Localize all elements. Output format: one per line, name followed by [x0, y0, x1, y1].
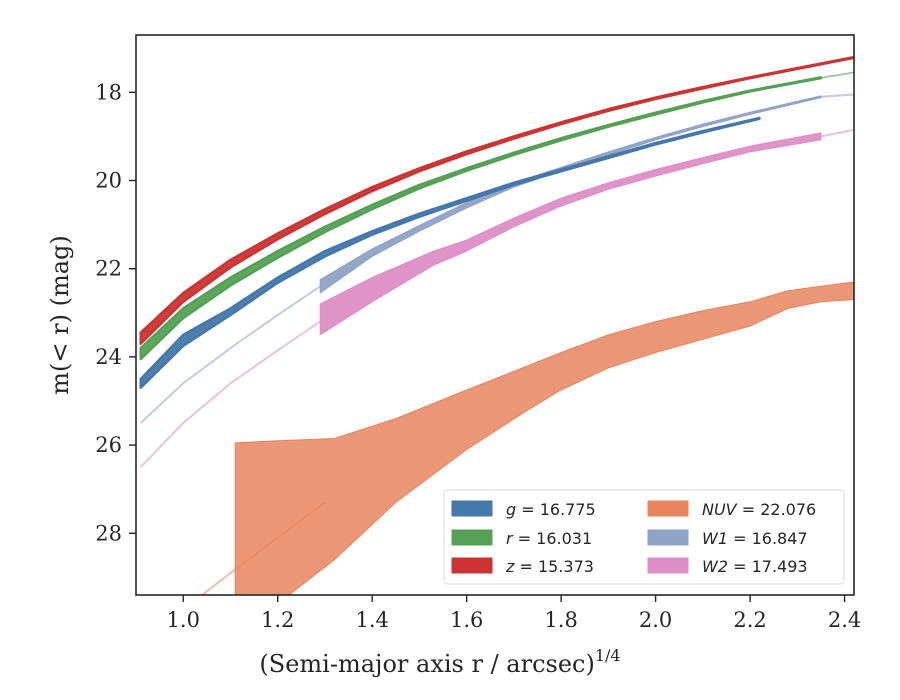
x-tick-label: 1.4 — [355, 608, 388, 632]
y-tick-label: 18 — [95, 80, 122, 104]
legend-item-z: z = 15.373 — [451, 557, 594, 576]
legend-swatch-g — [451, 500, 493, 517]
legend-frame — [443, 489, 845, 585]
x-axis-label-sup: 1/4 — [595, 646, 621, 665]
x-axis-ticks: 1.0 1.2 1.4 1.6 1.8 2.0 2.2 2.4 — [167, 595, 861, 632]
series-w2-extrapolated-tail — [820, 128, 854, 138]
legend-item-g: g = 16.775 — [451, 500, 596, 519]
series-z-band — [139, 55, 854, 345]
series-layer — [139, 55, 854, 595]
series-g-band — [139, 116, 761, 389]
x-tick-label: 1.6 — [450, 608, 483, 632]
y-tick-label: 24 — [95, 345, 122, 369]
y-axis-label: m(< r) (mag) — [46, 235, 74, 394]
series-w2-band — [319, 132, 822, 336]
legend-swatch-nuv — [647, 500, 689, 517]
x-tick-label: 1.0 — [167, 608, 200, 632]
x-tick-label: 2.2 — [733, 608, 766, 632]
legend-label-w2: W2 = 17.493 — [702, 557, 808, 576]
legend-swatch-z — [451, 557, 493, 574]
series-r-band — [139, 76, 823, 361]
legend-swatch-w1 — [647, 529, 689, 546]
series-nuv-band — [234, 281, 854, 595]
series-w2-extrapolated-line — [139, 320, 321, 468]
x-tick-label: 2.0 — [639, 608, 672, 632]
legend-label-r: r = 16.031 — [506, 529, 592, 548]
legend-item-nuv: NUV = 22.076 — [647, 500, 816, 519]
series-w1-extrapolated-line — [140, 285, 321, 424]
y-tick-label: 26 — [95, 433, 122, 457]
legend-swatch-r — [451, 529, 493, 546]
series-r-extrapolated-line — [820, 71, 854, 79]
legend-label-w1: W1 = 16.847 — [702, 529, 808, 548]
plot-frame — [135, 34, 855, 596]
legend: g = 16.775 r = 16.031 z = 15.373 NUV = 22.0… — [443, 489, 845, 585]
series-w1-extrapolated-tail — [820, 93, 854, 98]
x-tick-label: 1.8 — [544, 608, 577, 632]
x-axis-label: (Semi-major axis r / arcsec)1/4 — [259, 646, 620, 678]
legend-swatch-w2 — [647, 557, 689, 574]
legend-item-r: r = 16.031 — [451, 529, 592, 548]
legend-item-w2: W2 = 17.493 — [647, 557, 808, 576]
y-axis-ticks: 18 20 22 24 26 28 — [95, 80, 136, 545]
legend-label-nuv: NUV = 22.076 — [702, 500, 816, 519]
y-tick-label: 20 — [95, 169, 122, 193]
x-axis-label-main: (Semi-major axis r / arcsec) — [259, 650, 594, 678]
legend-item-w1: W1 = 16.847 — [647, 529, 808, 548]
y-tick-label: 22 — [95, 257, 122, 281]
x-tick-label: 2.4 — [828, 608, 861, 632]
legend-label-z: z = 15.373 — [505, 557, 594, 576]
x-tick-label: 1.2 — [261, 608, 294, 632]
y-tick-label: 28 — [95, 521, 122, 545]
legend-label-g: g = 16.775 — [506, 500, 596, 519]
